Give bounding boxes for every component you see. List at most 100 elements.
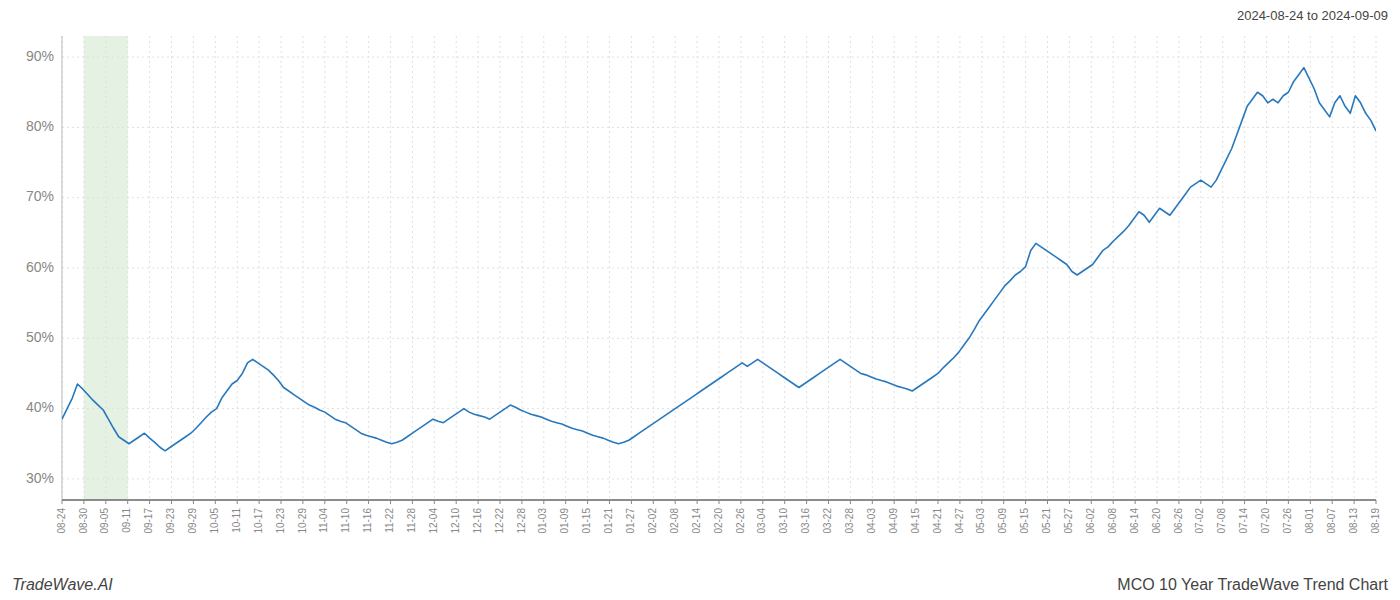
x-tick-label: 07-02: [1194, 508, 1205, 534]
x-grid-line: [434, 36, 435, 500]
x-tick-mark: [916, 500, 917, 504]
x-grid-line: [478, 36, 479, 500]
x-tick-mark: [193, 500, 194, 504]
x-tick-label: 04-21: [932, 508, 943, 534]
x-grid-line: [1244, 36, 1245, 500]
x-tick-mark: [938, 500, 939, 504]
x-grid-line: [981, 36, 982, 500]
x-grid-line: [500, 36, 501, 500]
x-grid-line: [237, 36, 238, 500]
x-tick-mark: [872, 500, 873, 504]
x-tick-mark: [281, 500, 282, 504]
shaded-span: [84, 36, 128, 500]
y-tick-label: 30%: [26, 470, 54, 486]
x-tick-mark: [740, 500, 741, 504]
x-tick-label: 09-23: [165, 508, 176, 534]
x-grid-line: [543, 36, 544, 500]
x-tick-mark: [762, 500, 763, 504]
x-tick-mark: [456, 500, 457, 504]
x-tick-mark: [1222, 500, 1223, 504]
x-tick-label: 03-28: [844, 508, 855, 534]
x-tick-mark: [105, 500, 106, 504]
x-grid-line: [1157, 36, 1158, 500]
x-tick-label: 02-02: [647, 508, 658, 534]
chart-container: 30%40%50%60%70%80%90%08-2408-3009-0509-1…: [0, 0, 1400, 600]
x-ticks: 08-2408-3009-0509-1109-1709-2309-2910-05…: [56, 500, 1381, 534]
x-tick-mark: [1047, 500, 1048, 504]
x-tick-mark: [149, 500, 150, 504]
x-tick-label: 03-22: [822, 508, 833, 534]
x-tick-label: 02-14: [691, 508, 702, 534]
shade-group: [84, 36, 128, 500]
x-tick-label: 08-07: [1326, 508, 1337, 534]
x-grid-line: [565, 36, 566, 500]
x-tick-mark: [1025, 500, 1026, 504]
x-tick-mark: [806, 500, 807, 504]
x-tick-mark: [1332, 500, 1333, 504]
x-tick-mark: [1069, 500, 1070, 504]
x-grid-line: [894, 36, 895, 500]
y-tick-label: 60%: [26, 259, 54, 275]
x-tick-label: 11-22: [384, 508, 395, 533]
x-grid-line: [916, 36, 917, 500]
x-tick-mark: [302, 500, 303, 504]
x-grid-line: [412, 36, 413, 500]
x-grid-line: [609, 36, 610, 500]
line: [62, 68, 1376, 451]
x-grid-line: [675, 36, 676, 500]
x-tick-mark: [828, 500, 829, 504]
x-tick-label: 07-20: [1260, 508, 1271, 534]
x-tick-label: 05-21: [1041, 508, 1052, 534]
x-tick-mark: [1135, 500, 1136, 504]
series-group: [62, 68, 1376, 451]
x-tick-mark: [237, 500, 238, 504]
x-tick-label: 12-28: [516, 508, 527, 534]
x-grid-line: [368, 36, 369, 500]
x-grid-line: [631, 36, 632, 500]
x-tick-label: 10-29: [297, 508, 308, 534]
x-tick-label: 04-09: [888, 508, 899, 534]
x-tick-label: 10-17: [253, 508, 264, 534]
y-tick-label: 80%: [26, 118, 54, 134]
x-grid-line: [850, 36, 851, 500]
x-tick-mark: [1200, 500, 1201, 504]
x-tick-mark: [171, 500, 172, 504]
x-tick-label: 04-15: [910, 508, 921, 534]
x-tick-mark: [500, 500, 501, 504]
x-tick-mark: [521, 500, 522, 504]
x-tick-label: 11-04: [318, 508, 329, 533]
x-tick-label: 07-26: [1282, 508, 1293, 534]
x-tick-mark: [675, 500, 676, 504]
x-tick-label: 12-16: [472, 508, 483, 534]
x-grid-line: [1135, 36, 1136, 500]
x-tick-mark: [1266, 500, 1267, 504]
x-grid-line: [215, 36, 216, 500]
x-grid-line: [1354, 36, 1355, 500]
x-grid-line: [784, 36, 785, 500]
x-tick-label: 06-14: [1129, 508, 1140, 534]
x-tick-label: 10-23: [275, 508, 286, 534]
x-grid-line: [302, 36, 303, 500]
x-tick-label: 09-17: [143, 508, 154, 534]
x-tick-label: 02-20: [713, 508, 724, 534]
x-tick-mark: [1113, 500, 1114, 504]
x-tick-mark: [83, 500, 84, 504]
x-tick-label: 06-02: [1085, 508, 1096, 534]
x-tick-mark: [850, 500, 851, 504]
x-grid-line: [149, 36, 150, 500]
x-tick-mark: [62, 500, 63, 504]
x-tick-label: 06-20: [1151, 508, 1162, 534]
background: [0, 0, 1400, 600]
y-tick-label: 50%: [26, 329, 54, 345]
x-tick-label: 11-10: [340, 508, 351, 533]
chart-svg: 30%40%50%60%70%80%90%08-2408-3009-0509-1…: [0, 0, 1400, 600]
x-tick-mark: [215, 500, 216, 504]
x-grid-line: [1113, 36, 1114, 500]
x-tick-label: 10-11: [231, 508, 242, 533]
title: 2024-08-24 to 2024-09-09: [1237, 8, 1388, 23]
x-tick-label: 03-16: [800, 508, 811, 534]
y-tick-label: 90%: [26, 48, 54, 64]
caption: MCO 10 Year TradeWave Trend Chart: [1117, 576, 1388, 593]
x-tick-label: 08-19: [1370, 508, 1381, 534]
x-grid-line: [346, 36, 347, 500]
